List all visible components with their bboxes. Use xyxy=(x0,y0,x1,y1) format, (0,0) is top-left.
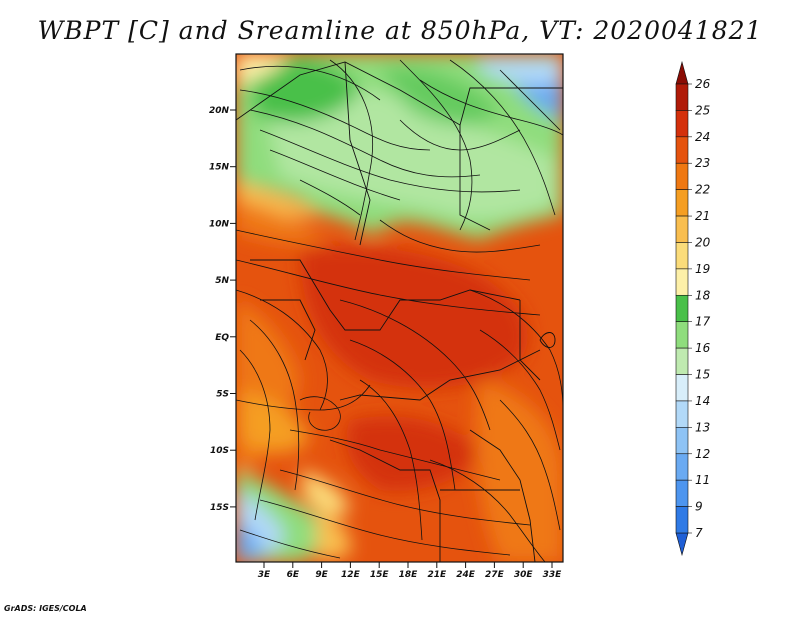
colorbar-label: 15 xyxy=(695,368,710,382)
colorbar-label: 20 xyxy=(695,235,711,249)
colorbar-segment xyxy=(675,242,689,270)
colorbar-label: 17 xyxy=(695,315,711,329)
colorbar-segment xyxy=(675,215,689,243)
colorbar-label: 12 xyxy=(695,447,710,461)
colorbar-label: 26 xyxy=(695,77,711,91)
colorbar-segment xyxy=(675,321,689,349)
country-borders xyxy=(236,61,563,562)
grads-credit: GrADS: IGES/COLA xyxy=(4,604,87,613)
colorbar-segment xyxy=(675,162,689,190)
lat-tick-label: 10N xyxy=(209,219,230,229)
colorbar-label: 11 xyxy=(695,473,710,487)
lon-tick-label: 27E xyxy=(485,570,505,580)
lon-tick-label: 12E xyxy=(341,570,361,580)
colorbar-label: 24 xyxy=(695,130,710,144)
lon-tick-label: 3E xyxy=(258,570,271,580)
colorbar-label: 9 xyxy=(695,500,703,514)
colorbar-segment xyxy=(675,374,689,402)
colorbar-label: 14 xyxy=(695,394,710,408)
lat-tick-label: 20N xyxy=(209,106,230,116)
colorbar: 7 9 11 12 13 14 15 16 17 18 19 20 21 22 23 24 25 26 xyxy=(675,60,711,557)
colorbar-segment xyxy=(675,294,689,323)
lon-tick-label: 18E xyxy=(399,570,419,580)
colorbar-segment xyxy=(675,453,689,481)
colorbar-label: 23 xyxy=(695,156,710,170)
lon-tick-label: 30E xyxy=(514,570,534,580)
colorbar-label: 7 xyxy=(695,526,703,540)
lat-tick-label: 15N xyxy=(209,163,230,173)
colorbar-segment xyxy=(675,189,689,217)
lat-tick-label: 5S xyxy=(216,390,229,400)
lon-tick-label: 15E xyxy=(370,570,390,580)
lat-tick-label: 5N xyxy=(215,276,229,286)
colorbar-label: 16 xyxy=(695,341,711,355)
latitude-axis: 20N 15N 10N 5N EQ 5S 10S 15S xyxy=(209,106,236,513)
colorbar-label: 25 xyxy=(695,103,710,117)
colorbar-segment xyxy=(675,136,689,164)
colorbar-segment xyxy=(675,268,689,296)
longitude-axis: 3E 6E 9E 12E 15E 18E 21E 24E 27E 30E 33E xyxy=(258,562,562,580)
colorbar-label: 22 xyxy=(695,183,710,197)
colorbar-label: 13 xyxy=(695,420,710,434)
colorbar-top-triangle xyxy=(675,60,689,85)
colorbar-label: 18 xyxy=(695,288,711,302)
lon-tick-label: 6E xyxy=(287,570,300,580)
lat-tick-label: EQ xyxy=(215,333,229,343)
colorbar-segment xyxy=(675,110,689,138)
colorbar-bottom-triangle xyxy=(675,532,689,557)
colorbar-segment xyxy=(675,83,689,111)
colorbar-segment xyxy=(675,479,689,507)
colorbar-label: 19 xyxy=(695,262,710,276)
lat-tick-label: 10S xyxy=(210,446,229,456)
colorbar-segment xyxy=(675,400,689,428)
wbpt-field xyxy=(236,54,563,562)
map-title: WBPT [C] and Sreamline at 850hPa, VT: 20… xyxy=(37,16,763,45)
colorbar-segment xyxy=(675,506,689,534)
colorbar-label: 21 xyxy=(695,209,710,223)
map-frame xyxy=(235,53,564,563)
lon-tick-label: 9E xyxy=(315,570,328,580)
lon-tick-label: 33E xyxy=(543,570,563,580)
lon-tick-label: 21E xyxy=(427,570,447,580)
colorbar-segment xyxy=(675,427,689,455)
colorbar-segment xyxy=(675,347,689,375)
lon-tick-label: 24E xyxy=(456,570,476,580)
streamlines xyxy=(236,59,563,562)
lat-tick-label: 15S xyxy=(210,503,229,513)
